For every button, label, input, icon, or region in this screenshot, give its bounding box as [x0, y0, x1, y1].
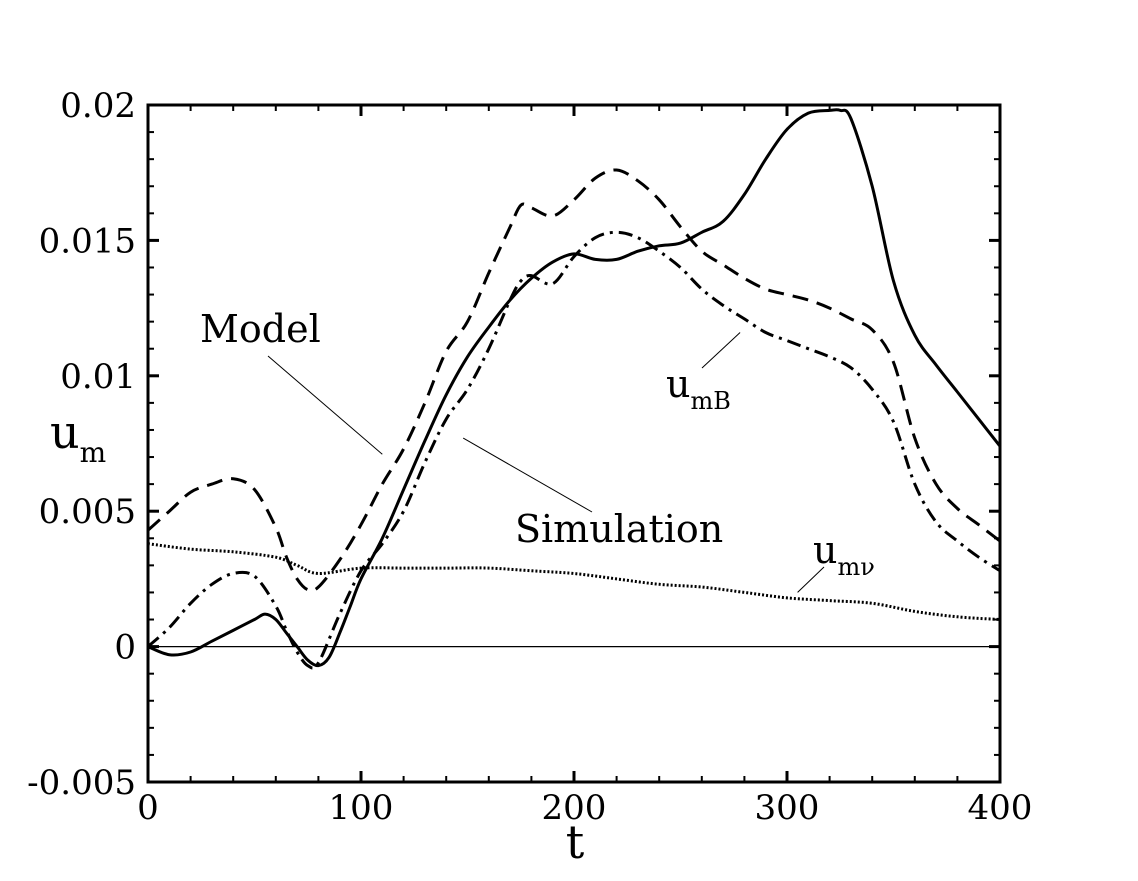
annotation-umb-label: umB — [666, 362, 731, 415]
y-axis-title-main: u — [50, 405, 80, 459]
x-tick-label: 400 — [968, 788, 1033, 828]
y-tick-label: 0.02 — [60, 86, 136, 126]
x-tick-label: 300 — [755, 788, 820, 828]
series-layer — [147, 108, 1002, 670]
y-tick-label: 0.015 — [39, 221, 136, 261]
x-tick-label: 0 — [137, 788, 159, 828]
y-axis-title: um — [50, 405, 106, 469]
annotation-umv-sub: mν — [837, 553, 874, 581]
annotation-layer: Model Simulation umB umν — [200, 307, 875, 593]
annotation-umb-sub: mB — [690, 387, 730, 415]
x-tick-label: 100 — [329, 788, 394, 828]
annotation-model-label: Model — [200, 307, 321, 351]
y-axis-title-sub: m — [80, 436, 107, 469]
series-line-dashdot — [147, 230, 1001, 670]
y-tick-label: 0.005 — [39, 492, 136, 532]
annotation-simulation-label: Simulation — [515, 507, 723, 551]
annotation-simulation-leader — [462, 437, 593, 513]
y-tick-label: 0 — [114, 628, 136, 668]
annotation-umv-main: u — [813, 528, 837, 572]
annotation-umv-leader — [797, 566, 825, 593]
annotation-umv-label: umν — [813, 528, 875, 581]
y-tick-label: -0.005 — [27, 763, 136, 803]
annotation-umb-leader — [701, 332, 741, 369]
annotation-umb-main: u — [666, 362, 690, 406]
plot-frame — [146, 103, 1002, 784]
x-tick-label: 200 — [542, 788, 607, 828]
annotation-model-leader — [267, 355, 383, 455]
y-tick-label: 0.01 — [60, 357, 136, 397]
x-axis-title: t — [566, 815, 585, 869]
series-line-dotted — [147, 542, 1001, 621]
